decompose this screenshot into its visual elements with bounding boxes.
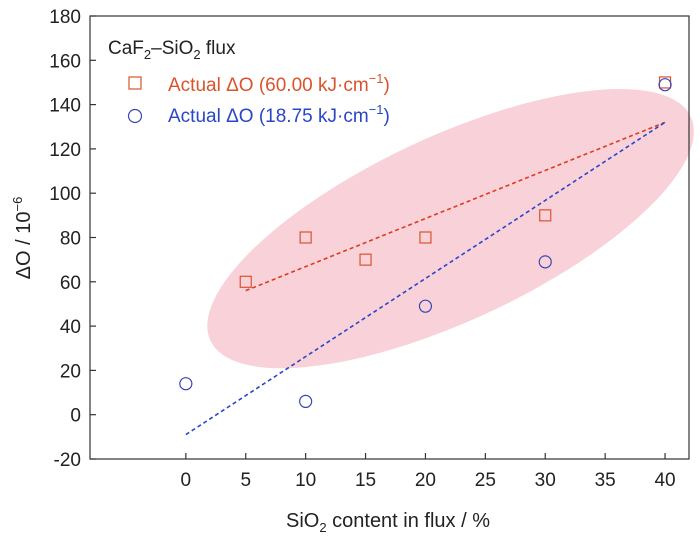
legend: CaF2–SiO2 flux Actual ΔO (60.00 kJ·cm−1)… bbox=[108, 38, 390, 127]
x-tick-label: 25 bbox=[475, 470, 496, 491]
data-point-series-1 bbox=[239, 275, 252, 288]
data-point-series-1 bbox=[299, 231, 312, 244]
y-tick-label: 40 bbox=[60, 317, 81, 338]
data-point-series-2 bbox=[658, 78, 672, 92]
data-point-series-2 bbox=[538, 255, 552, 269]
y-tick-label: 100 bbox=[49, 184, 81, 205]
x-tick-label: 35 bbox=[595, 470, 616, 491]
legend-label-series-1: Actual ΔO (60.00 kJ·cm−1) bbox=[168, 71, 390, 96]
legend-title: CaF2–SiO2 flux bbox=[108, 38, 236, 62]
x-axis-title: SiO2 content in flux / % bbox=[286, 510, 490, 535]
data-point-series-2 bbox=[299, 394, 313, 409]
legend-marker-square bbox=[128, 76, 142, 90]
x-tick-label: 10 bbox=[295, 470, 316, 491]
y-tick-label: 20 bbox=[60, 361, 81, 382]
x-tick-label: 5 bbox=[240, 470, 251, 491]
y-tick-label: 160 bbox=[49, 51, 81, 72]
y-tick-label: 60 bbox=[60, 273, 81, 294]
x-tick-label: 0 bbox=[181, 470, 192, 491]
legend-marker-circle bbox=[127, 108, 143, 124]
plot-frame bbox=[89, 15, 690, 460]
y-tick-label: -20 bbox=[54, 450, 81, 471]
y-tick-label: 140 bbox=[49, 96, 81, 117]
data-point-series-1 bbox=[539, 209, 552, 222]
legend-label-series-2: Actual ΔO (18.75 kJ·cm−1) bbox=[168, 102, 390, 127]
data-point-series-2 bbox=[418, 299, 433, 313]
x-tick-label: 20 bbox=[415, 470, 436, 491]
data-point-series-1 bbox=[419, 231, 432, 244]
y-tick-label: 0 bbox=[70, 406, 81, 427]
y-tick-label: 120 bbox=[49, 140, 81, 161]
data-point-series-1 bbox=[359, 253, 372, 266]
y-tick-label: 180 bbox=[49, 7, 81, 28]
x-tick-label: 15 bbox=[355, 470, 376, 491]
y-tick-label: 80 bbox=[60, 229, 81, 250]
x-tick-label: 40 bbox=[654, 470, 675, 491]
fit-line-series-1 bbox=[245, 121, 666, 292]
x-tick-label: 30 bbox=[535, 470, 556, 491]
data-point-series-2 bbox=[179, 377, 193, 391]
fit-line-series-2 bbox=[185, 121, 666, 436]
y-axis-title: ΔO / 10−6 bbox=[10, 197, 35, 280]
